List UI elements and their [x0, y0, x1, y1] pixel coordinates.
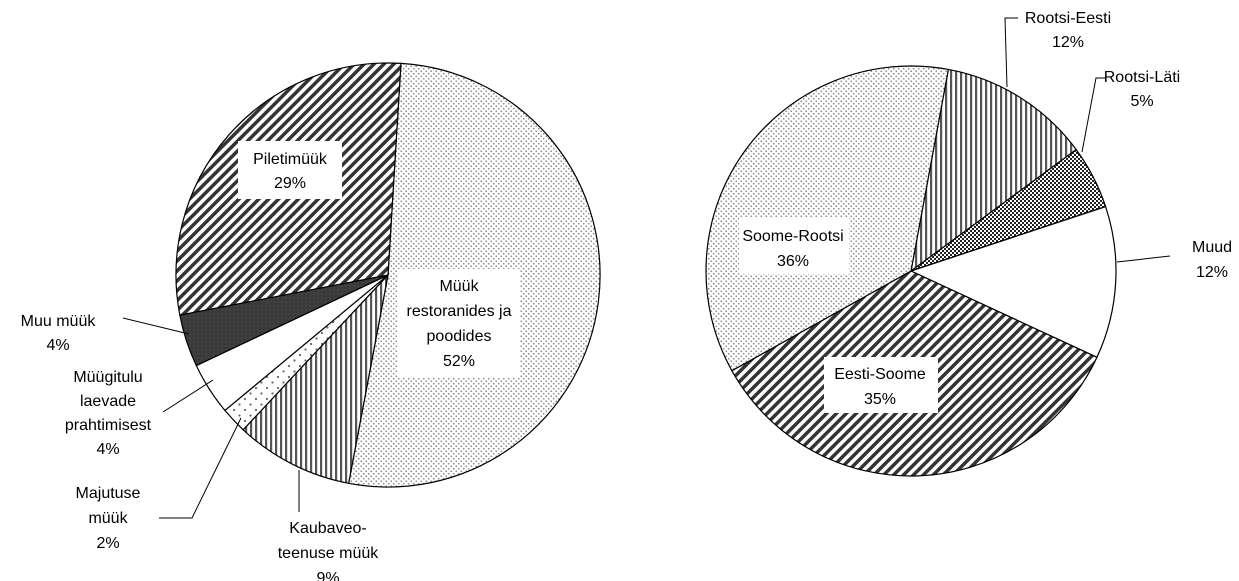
label-box-revenue-m-k-restoranides-ja-poodides — [398, 269, 520, 377]
leader-line-routes-rootsi-l-ti — [1081, 77, 1106, 153]
slice-label-revenue-piletim-k: Piletimüük 29% — [253, 151, 328, 192]
slice-label-revenue-m-k-restoranides-ja-poodides: Müük restoranides ja poodides 52% — [407, 278, 512, 370]
slice-label-revenue-muu-m-k: Muu müük 4% — [21, 313, 97, 354]
leader-line-routes-muud — [1116, 255, 1171, 263]
pie-chart-routes — [705, 65, 1117, 477]
pie-chart-revenue — [175, 62, 601, 488]
slice-label-routes-rootsi-l-ti: Rootsi-Läti 5% — [1104, 69, 1180, 110]
pie-slice-revenue-kaubaveo-teenuse-m-k — [242, 273, 389, 485]
leader-line-revenue-m-gitulu-laevade-prahtimisest — [162, 379, 214, 413]
slice-label-routes-rootsi-eesti: Rootsi-Eesti 12% — [1025, 10, 1111, 51]
slice-label-revenue-majutuse-m-k: Majutuse müük 2% — [76, 485, 141, 552]
slice-labels: Müük restoranides ja poodides 52% Kaubaveo-t… — [21, 10, 1232, 581]
leader-line-revenue-muu-m-k — [122, 317, 190, 335]
label-box-routes-eesti-soome — [824, 357, 938, 413]
leader-line-revenue-majutuse-m-k — [159, 417, 242, 519]
slice-label-revenue-kaubaveo-teenuse-m-k: Kaubaveo-teenuse müük 9% — [278, 520, 380, 581]
pie-slice-routes-muud — [909, 205, 1117, 359]
leader-line-routes-rootsi-eesti — [1004, 17, 1018, 88]
slice-label-routes-muud: Muud 12% — [1192, 239, 1232, 281]
label-box-revenue-piletim-k — [238, 141, 342, 199]
label-box-routes-soome-rootsi — [739, 218, 849, 274]
slice-label-routes-eesti-soome: Eesti-Soome 35% — [834, 366, 926, 408]
slice-label-revenue-m-gitulu-laevade-prahtimisest: Müügitulu laevade prahtimisest 4% — [65, 369, 152, 458]
slice-label-routes-soome-rootsi: Soome-Rootsi 36% — [742, 228, 843, 270]
pie-slice-routes-rootsi-eesti — [910, 68, 1078, 273]
